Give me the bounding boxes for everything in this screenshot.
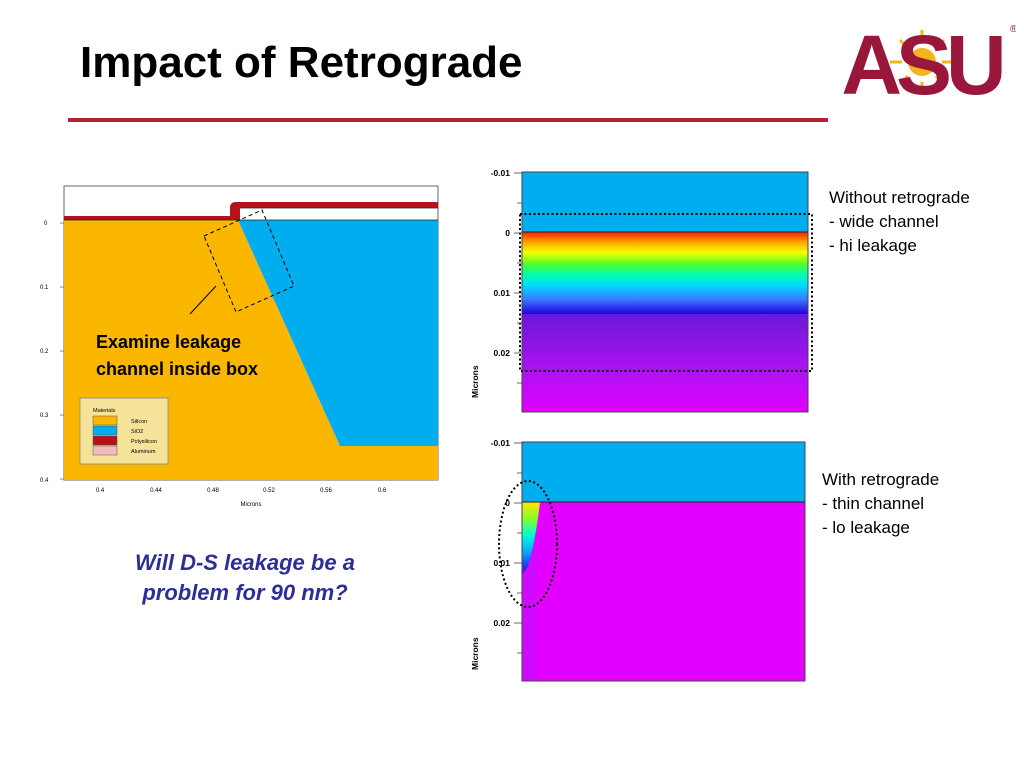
callout-line: Examine leakage	[96, 332, 241, 352]
question-line: Will D-S leakage be a	[135, 550, 355, 575]
plot-without-retrograde: -0.01 0 0.01 0.02 Microns	[470, 168, 813, 413]
logo-text: ASU	[841, 18, 1002, 102]
legend-item: Aluminum	[131, 449, 156, 455]
y-tick-label: 0.01	[493, 558, 510, 568]
legend-item: SiO2	[131, 429, 143, 435]
oxide-band	[522, 172, 808, 232]
annotation-line: - hi leakage	[829, 236, 917, 255]
device-cross-section: 0 0.1 0.2 0.3 0.4 0.4 0.44 0.48 0.52 0.5…	[40, 185, 439, 508]
y-tick-label: 0	[44, 221, 48, 227]
y-tick-label: 0.01	[493, 288, 510, 298]
y-tick-label: 0.1	[40, 285, 49, 291]
question-line: problem for 90 nm?	[142, 580, 348, 605]
annotation-line: - thin channel	[822, 494, 925, 513]
annotation-without-retrograde: Without retrograde - wide channel - hi l…	[829, 186, 970, 258]
leakage-channel-thin	[522, 502, 540, 574]
gate-poly-left	[64, 216, 234, 220]
x-axis-label: Microns	[240, 502, 261, 508]
y-tick-label: 0	[505, 498, 510, 508]
substrate-region	[522, 314, 808, 412]
y-tick-label: 0.4	[40, 478, 49, 484]
x-tick-label: 0.56	[320, 488, 332, 494]
oxide-region	[238, 220, 438, 446]
y-tick-label: -0.01	[491, 438, 511, 448]
asu-logo: ASU ®	[841, 18, 1016, 102]
registered-mark: ®	[1010, 24, 1016, 35]
poly-step	[230, 202, 438, 220]
annotation-line: With retrograde	[822, 470, 940, 489]
y-axis-label: Microns	[470, 637, 480, 670]
annotation-line: Without retrograde	[829, 188, 970, 207]
callout-line: channel inside box	[96, 359, 258, 379]
annotation-line: - lo leakage	[822, 518, 910, 537]
plot-with-retrograde: -0.01 0 0.01 0.02 Microns	[470, 438, 806, 682]
y-tick-label: 0	[505, 228, 510, 238]
y-tick-label: 0.02	[493, 618, 510, 628]
x-tick-label: 0.44	[150, 488, 162, 494]
callout-pointer	[189, 285, 217, 315]
substrate-region	[522, 502, 805, 681]
title-underline	[68, 118, 828, 122]
x-tick-label: 0.4	[96, 488, 105, 494]
highlight-ellipse	[498, 480, 558, 608]
y-axis-label: Microns	[470, 365, 480, 398]
x-tick-label: 0.52	[263, 488, 275, 494]
y-tick-label: 0.2	[40, 349, 49, 355]
legend-item: Polysilicon	[131, 439, 157, 445]
y-tick-label: -0.01	[491, 168, 511, 178]
highlight-box	[519, 213, 813, 372]
x-tick-label: 0.6	[378, 488, 387, 494]
oxide-band	[522, 442, 805, 502]
legend-title: Materials	[93, 408, 116, 414]
leakage-channel-wide	[522, 232, 808, 314]
x-tick-label: 0.48	[207, 488, 219, 494]
slide-title: Impact of Retrograde	[80, 38, 523, 87]
sunburst-icon	[890, 30, 954, 94]
legend-item: Silicon	[131, 419, 147, 425]
y-tick-label: 0.3	[40, 413, 49, 419]
question-text: Will D-S leakage be a problem for 90 nm?	[95, 548, 395, 608]
annotation-line: - wide channel	[829, 212, 939, 231]
materials-legend: Materials Silicon SiO2 Polysilicon Alumi…	[79, 397, 169, 465]
y-tick-label: 0.02	[493, 348, 510, 358]
examination-box	[203, 209, 295, 313]
annotation-with-retrograde: With retrograde - thin channel - lo leak…	[822, 468, 939, 540]
